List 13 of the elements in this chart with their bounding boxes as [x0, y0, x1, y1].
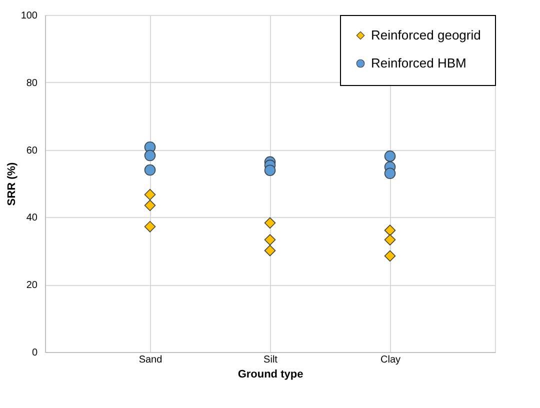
x-tick-label: Clay — [380, 354, 401, 366]
x-tick-label: Sand — [138, 354, 162, 366]
legend-label: Reinforced HBM — [371, 56, 466, 70]
y-tick-label: 100 — [20, 10, 38, 22]
y-tick-label: 20 — [26, 280, 38, 292]
y-tick-label: 0 — [32, 348, 38, 358]
legend-label: Reinforced geogrid — [371, 28, 481, 42]
x-tick-label: Silt — [264, 354, 278, 366]
y-tick-label: 80 — [26, 78, 38, 89]
y-axis-title: SRR (%) — [6, 162, 18, 206]
y-tick-label: 40 — [26, 212, 38, 224]
y-tick-label: 60 — [26, 145, 38, 156]
x-axis-title: Ground type — [238, 368, 304, 380]
